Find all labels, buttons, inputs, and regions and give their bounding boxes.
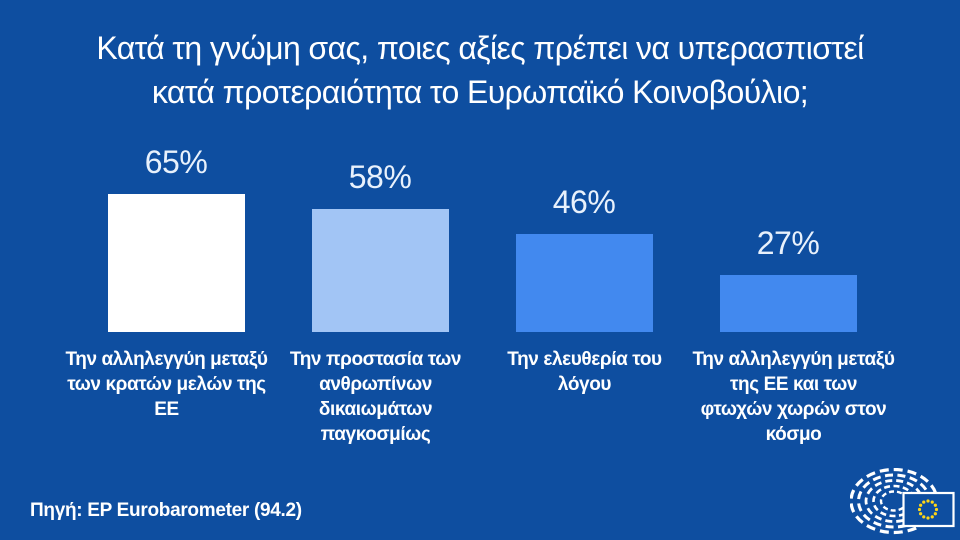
bar-value-label: 27% <box>756 225 820 261</box>
chart-title-line-2: κατά προτεραιότητα το Ευρωπαϊκό Κοινοβού… <box>151 74 809 111</box>
bar-category-label: Την αλληλεγγύη μεταξύ των κρατών μελών τ… <box>65 349 268 421</box>
bar-freedom-of-speech <box>515 234 653 332</box>
category-labels: Την αλληλεγγύη μεταξύ των κρατών μελών τ… <box>62 347 898 447</box>
bar-category-label: Την ελευθερία του λόγου <box>507 349 662 396</box>
source-note: Πηγή: EP Eurobarometer (94.2) <box>30 500 302 521</box>
bar-column: 58% <box>278 126 482 332</box>
bar-human-rights <box>311 209 449 332</box>
bar-solidarity-poor-countries <box>719 275 857 332</box>
bar-value-label: 65% <box>144 144 208 180</box>
eu-flag-stars <box>917 499 939 520</box>
bar-column: 65% <box>74 126 278 332</box>
bar-chart: 65% 58% 46% 27% <box>74 126 890 332</box>
bar-value-label: 58% <box>348 159 412 195</box>
bar-category-label: Την προστασία των ανθρωπίνων δικαιωμάτων… <box>289 349 462 446</box>
european-parliament-logo <box>850 468 955 535</box>
chart-title-line-1: Κατά τη γνώμη σας, ποιες αξίες πρέπει να… <box>96 30 864 66</box>
bar-column: 46% <box>482 126 686 332</box>
chart-title: Κατά τη γνώμη σας, ποιες αξίες πρέπει να… <box>0 26 960 114</box>
bar-column: 27% <box>686 126 890 332</box>
eu-flag-icon <box>902 491 955 528</box>
bar-category-label: Την αλληλεγγύη μεταξύ της ΕΕ και των φτω… <box>692 349 895 446</box>
bar-value-label: 46% <box>552 184 616 220</box>
bar-solidarity-eu-members <box>107 194 245 332</box>
